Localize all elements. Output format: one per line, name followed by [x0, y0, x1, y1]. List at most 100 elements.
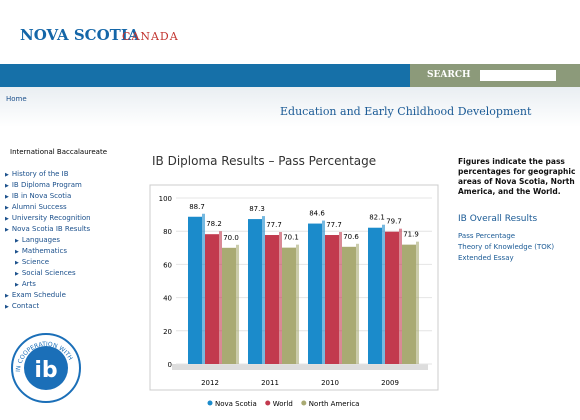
- menu-item[interactable]: ▶ Mathematics: [5, 247, 135, 258]
- menu-label[interactable]: University Recognition: [11, 214, 91, 222]
- bar-side: [202, 213, 205, 364]
- department-title: Education and Early Childhood Developmen…: [280, 105, 532, 118]
- menu-label[interactable]: Languages: [21, 236, 61, 244]
- ib-badge: IN COOPERATION WITH ib: [11, 333, 81, 403]
- menu-label[interactable]: History of the IB: [11, 170, 69, 178]
- menu-label[interactable]: Contact: [11, 302, 40, 310]
- search-bar: SEARCH: [410, 64, 580, 87]
- menu-item[interactable]: ▶ IB in Nova Scotia: [5, 192, 135, 203]
- aside-link[interactable]: Extended Essay: [458, 254, 514, 262]
- aside-links: Pass Percentage Theory of Knowledge (TOK)…: [458, 232, 554, 265]
- legend-label: World: [273, 400, 293, 408]
- y-tick-label: 100: [159, 195, 172, 203]
- bullet: ▶: [5, 194, 9, 200]
- legend-marker: [265, 400, 271, 406]
- menu-label[interactable]: IB Diploma Program: [11, 181, 82, 189]
- x-tick-label: 2009: [381, 379, 399, 387]
- bullet: ▶: [5, 172, 9, 178]
- legend-label: North America: [309, 400, 360, 408]
- value-label: 77.7: [266, 221, 282, 229]
- value-label: 87.3: [249, 205, 265, 213]
- bar: [402, 244, 416, 364]
- bar: [342, 246, 356, 364]
- menu-label[interactable]: Mathematics: [21, 247, 67, 255]
- nav-item[interactable]: NEWS: [368, 6, 400, 16]
- bullet: ▶: [5, 227, 9, 233]
- bar: [325, 235, 339, 364]
- aside-note: Figures indicate the pass percentages fo…: [458, 157, 576, 196]
- nav-item[interactable]: GOVERNMENT: [266, 6, 343, 16]
- bar-side: [236, 244, 239, 364]
- x-tick-label: 2012: [201, 379, 219, 387]
- value-label: 79.7: [386, 218, 402, 226]
- bar-side: [219, 231, 222, 364]
- legend-marker: [207, 400, 213, 406]
- bullet: ▶: [15, 282, 19, 288]
- bar: [282, 247, 296, 364]
- menu-item[interactable]: ▶ Exam Schedule: [5, 291, 135, 302]
- chart-title: IB Diploma Results – Pass Percentage: [152, 154, 377, 168]
- menu-item[interactable]: ▶ Arts: [5, 280, 135, 291]
- bullet: ▶: [5, 293, 9, 299]
- menu-item[interactable]: ▶ Social Sciences: [5, 269, 135, 280]
- badge-mark: ib: [34, 358, 57, 383]
- menu-item[interactable]: ▶ IB Diploma Program: [5, 181, 135, 192]
- chart: 020406080100201288.778.270.0201187.377.7…: [149, 184, 439, 408]
- menu-item[interactable]: ▶ Contact: [5, 302, 135, 313]
- bar-side: [382, 224, 385, 364]
- bar: [205, 234, 219, 364]
- aside-link[interactable]: Pass Percentage: [458, 232, 516, 240]
- menu-label[interactable]: Nova Scotia IB Results: [11, 225, 91, 233]
- menu-item[interactable]: ▶ University Recognition: [5, 214, 135, 225]
- bar: [188, 216, 202, 364]
- y-tick-label: 80: [163, 228, 172, 236]
- bar: [265, 235, 279, 364]
- logo[interactable]: NOVA SCOTIA: [20, 26, 140, 44]
- value-label: 78.2: [206, 220, 222, 228]
- bar-side: [279, 232, 282, 364]
- menu-item[interactable]: ▶ Languages: [5, 236, 135, 247]
- aside-link[interactable]: Theory of Knowledge (TOK): [458, 243, 555, 251]
- legend-label: Nova Scotia: [215, 400, 257, 408]
- value-label: 70.0: [223, 234, 239, 242]
- breadcrumb[interactable]: Home: [6, 95, 27, 103]
- menu-item[interactable]: ▶ Science: [5, 258, 135, 269]
- badge-core: [24, 346, 68, 390]
- value-label: 70.1: [283, 234, 299, 242]
- nav-item[interactable]: VISITORS: [100, 6, 151, 16]
- menu-label[interactable]: Science: [21, 258, 49, 266]
- value-label: 84.6: [309, 210, 325, 218]
- y-tick-label: 20: [163, 328, 172, 336]
- bar-side: [356, 243, 359, 364]
- nav-item[interactable]: RESIDENTS: [16, 6, 78, 16]
- search-label: SEARCH: [427, 70, 471, 80]
- menu-label[interactable]: Alumni Success: [11, 203, 67, 211]
- bar: [222, 247, 236, 364]
- bar-side: [399, 228, 402, 364]
- nav-item[interactable]: BUSINESSES: [178, 6, 246, 16]
- menu-label[interactable]: Social Sciences: [21, 269, 76, 277]
- x-tick-label: 2010: [321, 379, 339, 387]
- bullet: ▶: [5, 183, 9, 189]
- plot-floor: [172, 364, 428, 370]
- menu-label[interactable]: Exam Schedule: [11, 291, 66, 299]
- search-input[interactable]: [480, 70, 556, 81]
- menu-label[interactable]: Arts: [21, 280, 36, 288]
- bar: [308, 223, 322, 364]
- menu-item[interactable]: ▶ Alumni Success: [5, 203, 135, 214]
- bar-side: [322, 220, 325, 364]
- bar-side: [296, 244, 299, 364]
- menu-item[interactable]: ▶ History of the IB: [5, 170, 135, 181]
- value-label: 77.7: [326, 221, 342, 229]
- banner: [0, 87, 580, 127]
- y-tick-label: 60: [163, 261, 172, 269]
- menu-label[interactable]: IB in Nova Scotia: [11, 192, 72, 200]
- bullet: ▶: [15, 249, 19, 255]
- y-tick-label: 0: [168, 361, 172, 369]
- bar-side: [416, 241, 419, 364]
- value-label: 88.7: [189, 203, 205, 211]
- menu-item[interactable]: ▶ Nova Scotia IB Results: [5, 225, 135, 236]
- bullet: ▶: [15, 238, 19, 244]
- x-tick-label: 2011: [261, 379, 279, 387]
